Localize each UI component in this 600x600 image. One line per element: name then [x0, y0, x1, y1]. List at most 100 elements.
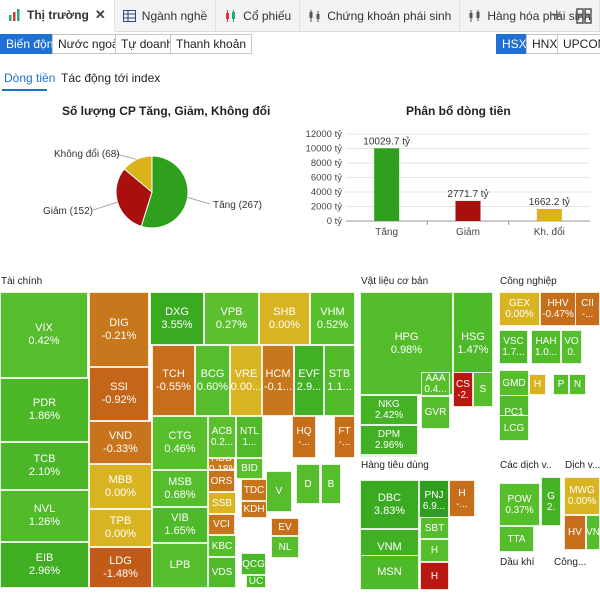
tab-nganh-nghe[interactable]: Ngành nghề [115, 0, 217, 32]
heatmap-cell-dcm[interactable]: DCM1.21% [360, 455, 418, 457]
heatmap-cell-tpb[interactable]: TPB 0.00% [89, 509, 152, 547]
heatmap-cell-d[interactable]: D [296, 464, 320, 504]
tab-chung-khoan-phai-sinh[interactable]: Chứng khoán phái sinh [300, 0, 461, 32]
pie-slice-giam[interactable] [115, 168, 153, 227]
heatmap-cell-uc[interactable]: UC [246, 575, 266, 588]
segment-nuoc-ngoai[interactable]: Nước ngoài [52, 34, 128, 54]
heatmap-cell-dxg[interactable]: DXG 3.55% [150, 292, 204, 345]
heatmap-cell-vn[interactable]: VN [586, 515, 600, 550]
heatmap-cell-nvl[interactable]: NVL 1.26% [0, 490, 89, 542]
heatmap-cell-ldg[interactable]: LDG -1.48% [89, 547, 152, 588]
heatmap-cell-kbc[interactable]: KBC [208, 535, 236, 557]
heatmap-cell-acb[interactable]: ACB 0.2... [208, 416, 236, 458]
heatmap-cell-hah[interactable]: HAH 1.0... [531, 330, 561, 364]
heatmap-cell-ssi[interactable]: SSI -0.92% [89, 367, 149, 421]
heatmap-cell-vpb[interactable]: VPB 0.27% [204, 292, 259, 345]
heatmap-cell-tdc[interactable]: TDC [241, 479, 267, 501]
heatmap-cell-pdr[interactable]: PDR 1.86% [0, 378, 89, 442]
heatmap-cell-ssb[interactable]: SSB [208, 492, 236, 514]
heatmap-cell-vnd[interactable]: VND -0.33% [89, 421, 152, 464]
heatmap-cell-h[interactable]: H [420, 539, 449, 562]
heatmap-cell-pnj[interactable]: PNJ 6.9... [419, 480, 449, 521]
tab-dong-tien[interactable]: Dòng tiền [4, 71, 56, 85]
heatmap-cell-vsc[interactable]: VSC 1.7... [499, 330, 528, 364]
heatmap-cell-h[interactable]: H [420, 562, 449, 590]
heatmap-cell-v[interactable]: V [266, 471, 292, 512]
heatmap-cell-bcg[interactable]: BCG 0.60% [195, 345, 230, 416]
heatmap-cell-hcm[interactable]: HCM -0.1... [262, 345, 294, 416]
tab-hang-hoa-phai-sinh[interactable]: Hàng hóa phái sinh [460, 0, 600, 32]
heatmap-cell-cii[interactable]: CII -... [575, 292, 600, 326]
exchange-hsx[interactable]: HSX [496, 34, 533, 54]
heatmap-cell-nkg[interactable]: NKG 2.42% [360, 395, 418, 425]
heatmap-cell-dig[interactable]: DIG -0.21% [89, 292, 149, 367]
bar-0[interactable] [374, 148, 400, 221]
pie-slice-khong-doi[interactable] [123, 155, 153, 194]
segment-bien-dong[interactable]: Biến động [0, 34, 67, 54]
heatmap-cell-bid[interactable]: BID [236, 458, 263, 479]
heatmap-cell-tta[interactable]: TTA [499, 526, 534, 552]
heatmap-cell-aaa[interactable]: AAA 0.4... [421, 372, 450, 396]
heatmap-cell-ft[interactable]: FT -... [334, 416, 355, 458]
heatmap-cell-g[interactable]: G 2. [541, 477, 561, 526]
heatmap-cell-gvr[interactable]: GVR [421, 396, 450, 429]
heatmap-cell-vo[interactable]: VO 0. [561, 330, 582, 364]
tab-thi-truong[interactable]: Thị trường ✕ [0, 0, 115, 32]
heatmap-cell-vhm[interactable]: VHM 0.52% [310, 292, 355, 345]
tab-co-phieu[interactable]: Cổ phiếu [216, 0, 301, 32]
heatmap-cell-lcg[interactable]: LCG [499, 415, 529, 441]
heatmap-cell-cs[interactable]: CS -2. [453, 372, 473, 407]
add-tab-icon[interactable]: + [551, 5, 562, 25]
heatmap-cell-mwg[interactable]: MWG 0.00% [564, 477, 600, 515]
heatmap-cell-hdb[interactable]: HDB-0.18% [208, 458, 235, 470]
segment-tu-doanh[interactable]: Tự doanh [115, 34, 180, 54]
heatmap-cell-tch[interactable]: TCH -0.55% [152, 345, 195, 416]
heatmap-cell-sbt[interactable]: SBT [420, 517, 449, 539]
bar-2[interactable] [536, 208, 562, 221]
segment-thanh-khoan[interactable]: Thanh khoản [170, 34, 253, 54]
heatmap-cell-ctg[interactable]: CTG 0.46% [152, 416, 208, 470]
heatmap-cell-eib[interactable]: EIB 2.96% [0, 542, 89, 588]
layout-grid-icon[interactable] [576, 8, 592, 29]
exchange-upcom[interactable]: UPCOM [557, 34, 600, 54]
heatmap-cell-vds[interactable]: VDS [208, 557, 236, 588]
exchange-hnx[interactable]: HNX [526, 34, 564, 54]
heatmap-cell-hq[interactable]: HQ -... [292, 416, 316, 458]
pie-slice-tang[interactable] [140, 155, 189, 229]
close-icon[interactable]: ✕ [94, 6, 106, 22]
heatmap-cell-kdh[interactable]: KDH [241, 501, 267, 518]
heatmap-cell-dpm[interactable]: DPM 2.96% [360, 425, 418, 455]
heatmap-cell-hhv[interactable]: HHV -0.47% [540, 292, 576, 326]
heatmap-cell-msn[interactable]: MSN [360, 555, 419, 590]
heatmap-cell-nl[interactable]: NL [271, 536, 299, 558]
cell-percent: 6.9... [422, 500, 446, 512]
heatmap-cell-h[interactable]: H [529, 374, 546, 395]
heatmap-cell-ev[interactable]: EV [271, 518, 299, 536]
heatmap-cell-ors[interactable]: ORS [208, 470, 235, 492]
heatmap-cell-vib[interactable]: VIB 1.65% [152, 507, 208, 543]
heatmap-cell-gex[interactable]: GEX 0.00% [499, 292, 540, 326]
bar-1[interactable] [455, 200, 481, 221]
heatmap-cell-stb[interactable]: STB 1.1... [324, 345, 355, 416]
heatmap-cell-b[interactable]: B [321, 464, 341, 504]
heatmap-cell-hv[interactable]: HV [564, 515, 586, 550]
heatmap-cell-evf[interactable]: EVF 2.9... [294, 345, 324, 416]
heatmap-cell-pow[interactable]: POW 0.37% [499, 483, 540, 526]
heatmap-cell-qcg[interactable]: QCG [241, 553, 266, 575]
heatmap-cell-s[interactable]: S [473, 372, 493, 407]
heatmap-cell-vre[interactable]: VRE 0.00... [230, 345, 262, 416]
heatmap-cell-h[interactable]: H -... [449, 480, 475, 517]
heatmap-cell-p[interactable]: P [553, 374, 569, 395]
heatmap-cell-msb[interactable]: MSB 0.68% [152, 470, 208, 507]
heatmap-cell-tcb[interactable]: TCB 2.10% [0, 442, 89, 490]
tab-tac-dong-index[interactable]: Tác động tới index [61, 71, 161, 85]
heatmap-cell-lpb[interactable]: LPB [152, 543, 208, 588]
heatmap-cell-gmd[interactable]: GMD [499, 370, 529, 396]
heatmap-cell-shb[interactable]: SHB 0.00% [259, 292, 310, 345]
heatmap-cell-n[interactable]: N [569, 374, 586, 395]
heatmap-cell-dbc[interactable]: DBC 3.83% [360, 480, 419, 529]
heatmap-cell-mbb[interactable]: MBB 0.00% [89, 464, 152, 509]
heatmap-cell-ntl[interactable]: NTL 1... [236, 416, 263, 458]
heatmap-cell-vci[interactable]: VCI [208, 514, 235, 535]
heatmap-cell-vix[interactable]: VIX 0.42% [0, 292, 88, 378]
